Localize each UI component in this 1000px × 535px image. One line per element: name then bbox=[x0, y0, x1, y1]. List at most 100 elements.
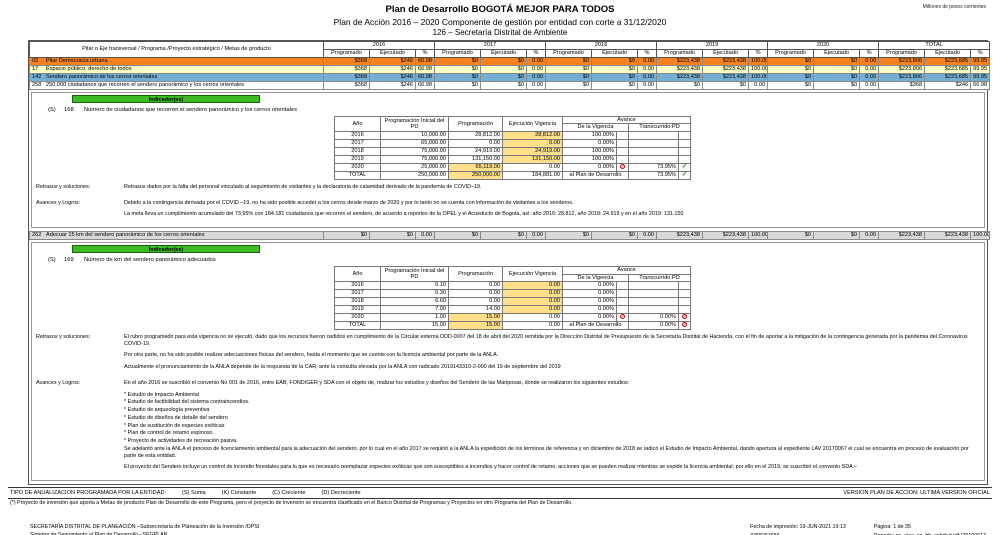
year-cell: 2018 bbox=[334, 146, 381, 156]
value-cell: $0 bbox=[369, 231, 416, 241]
org-info: SECRETARÍA DISTRITAL DE PLANEACIÓN –Subs… bbox=[30, 524, 259, 535]
indicator-168-name: Número de ciudadanos que recorren el sen… bbox=[84, 107, 297, 113]
transcurrido-status-cell bbox=[678, 304, 691, 314]
paragraph: * Plan de control de retamo espinoso. bbox=[124, 430, 214, 437]
column-header: Ejecución Vigencia bbox=[502, 266, 563, 282]
paragraph: Retrasos dados por la falta del personal… bbox=[124, 183, 482, 190]
value-cell: $0 bbox=[545, 65, 593, 74]
column-header: Programación bbox=[448, 266, 503, 282]
value-cell: $223,438 bbox=[702, 231, 749, 241]
transcurrido-status-cell bbox=[678, 288, 691, 298]
legend-item: (C) Creciente bbox=[272, 490, 306, 497]
sub-header: Programado bbox=[323, 49, 370, 58]
report-footer: TIPO DE ANUALIZACION PROGRAMADA POR LA E… bbox=[0, 487, 1000, 535]
transcurrido-cell: 73.95% bbox=[628, 162, 679, 172]
column-header: Programación bbox=[448, 116, 503, 132]
inicial-cell: 75,000.00 bbox=[380, 154, 449, 164]
value-cell: $223,438 bbox=[924, 231, 971, 241]
anualizacion-legend: TIPO DE ANUALIZACION PROGRAMADA POR LA E… bbox=[10, 490, 377, 496]
indicator-subheader-row: De la Vigencia Transcurrido PD bbox=[335, 273, 691, 282]
transcurrido-cell: 0.00% bbox=[628, 312, 679, 322]
vigencia-status-cell bbox=[616, 162, 629, 172]
value-cell: $0 bbox=[545, 81, 593, 90]
indicator-169-title: (S) 169 Número de km del sendero panorámic… bbox=[48, 257, 980, 263]
year-header: 2018 bbox=[545, 41, 658, 50]
vigencia-cell: 0.00% bbox=[562, 304, 617, 314]
inicial-cell: 6.60 bbox=[380, 296, 449, 306]
value-cell: 100.00 bbox=[748, 73, 769, 82]
column-header: Programación Inicial del PD bbox=[380, 266, 449, 282]
indicator-row: 2016 10,000.00 28,812.00 28,812.00 100.00% bbox=[334, 130, 691, 140]
indicator-168-title: (S) 168 Número de ciudadanos que recorren … bbox=[48, 107, 980, 113]
indicator-row: 2018 6.60 0.00 0.00 0.00% bbox=[334, 296, 691, 306]
ejecucion-cell: 28,812.00 bbox=[502, 130, 563, 140]
sub-header: % bbox=[970, 49, 991, 58]
value-cell: $368 bbox=[878, 81, 926, 90]
value-cell: 0.00 bbox=[637, 73, 658, 82]
vigencia-cell: 0.00% bbox=[562, 280, 617, 290]
transcurrido-cell: 73.95% bbox=[628, 170, 679, 180]
value-cell: $223,438 bbox=[702, 73, 750, 82]
paragraph: * Plan de sustitución de especies exótic… bbox=[124, 422, 225, 429]
value-cell: 66.98 bbox=[414, 81, 436, 90]
value-cell: $0 bbox=[434, 73, 482, 82]
sub-header: Programado bbox=[656, 49, 704, 58]
indicator-168-type: (S) bbox=[48, 107, 56, 113]
row-title: Pilar Democracia urbana bbox=[46, 58, 108, 65]
value-cell: $223,806 bbox=[878, 65, 926, 74]
row-label: 142 Sendero panorámico de los cerros orie… bbox=[29, 73, 324, 82]
indicator-row: TOTAL 15.00 15.00 0.00 al Plan de Desarrollo… bbox=[334, 320, 691, 330]
sub-header: % bbox=[526, 49, 547, 58]
transcurrido-status-cell bbox=[678, 312, 691, 322]
value-cell: 0.00 bbox=[637, 57, 658, 66]
transcurrido-status-cell bbox=[678, 138, 691, 148]
transcurrido-status-cell: ✓ bbox=[678, 162, 691, 172]
value-cell: 66.98 bbox=[414, 65, 436, 74]
row-title: Espacio público, derecho de todos bbox=[46, 66, 132, 73]
year-cell: 2019 bbox=[334, 304, 381, 314]
paragraph: En el año 2016 se suscribió el convenio … bbox=[124, 379, 630, 386]
divider-top bbox=[8, 487, 992, 489]
year-cell: TOTAL bbox=[334, 170, 381, 180]
row-label: 258 250.000 ciudadanos que recorren el se… bbox=[29, 81, 324, 90]
legend-item: (K) Constante bbox=[221, 490, 257, 497]
sub-header: Ejecutado bbox=[813, 49, 861, 58]
anualizacion-row: TIPO DE ANUALIZACION PROGRAMADA POR LA E… bbox=[0, 488, 1000, 498]
legend-item: TIPO DE ANUALIZACION PROGRAMADA POR LA E… bbox=[10, 490, 167, 497]
sub-header: Programado bbox=[545, 49, 593, 58]
sub-header: % bbox=[414, 49, 436, 58]
inicial-cell: 65,000.00 bbox=[380, 138, 449, 148]
retrasos-block-169: Retrasos y soluciones: El rubro programa… bbox=[36, 334, 980, 376]
avances-block-169: Avances y Logros: En el año 2016 se susc… bbox=[36, 380, 980, 476]
year-header: 2019 bbox=[656, 41, 769, 50]
row-label: 02 Pilar Democracia urbana bbox=[29, 57, 324, 66]
indicator-169-name: Número de km del sendero panorámico adec… bbox=[84, 257, 216, 264]
ejecucion-cell: 0.00 bbox=[502, 288, 563, 298]
budget-table: Pilar o Eje transversal / Programa /Proy… bbox=[29, 41, 991, 90]
value-cell: $246 bbox=[369, 81, 416, 90]
value-cell: $0 bbox=[767, 73, 815, 82]
programacion-cell: 250,000.00 bbox=[448, 170, 503, 180]
vigencia-header: De la Vigencia bbox=[562, 123, 629, 132]
value-cell: $223,438 bbox=[656, 65, 704, 74]
value-cell: 0.00 bbox=[526, 57, 547, 66]
value-cell: 100.00 bbox=[748, 57, 769, 66]
avance-header: Avance bbox=[562, 115, 691, 125]
year-cell: 2016 bbox=[334, 280, 381, 290]
indicator-row: TOTAL 250,000.00 250,000.00 184,881.00 al Pl… bbox=[334, 170, 691, 180]
value-cell: $0 bbox=[813, 81, 861, 90]
value-cell: $223,806 bbox=[878, 73, 926, 82]
check-icon: ✓ bbox=[681, 163, 688, 171]
vigencia-cell: 0.00% bbox=[562, 138, 617, 148]
inicial-cell: 1.00 bbox=[380, 312, 449, 322]
programacion-cell: 0.00 bbox=[448, 296, 503, 306]
transcurrido-cell bbox=[628, 304, 679, 314]
table-row: 258 250.000 ciudadanos que recorren el se… bbox=[29, 81, 991, 90]
header-row: Pilar o Eje transversal / Programa /Proy… bbox=[29, 41, 991, 58]
paragraph: Actualmente el pronunciamiento de la ANL… bbox=[124, 364, 561, 371]
value-cell: 0.00 bbox=[859, 57, 880, 66]
value-cell: $223,685 bbox=[924, 73, 972, 82]
value-cell: 0.00 bbox=[526, 81, 547, 90]
value-cell: $0 bbox=[434, 65, 482, 74]
first-column-header: Pilar o Eje transversal / Programa /Proy… bbox=[29, 41, 324, 58]
